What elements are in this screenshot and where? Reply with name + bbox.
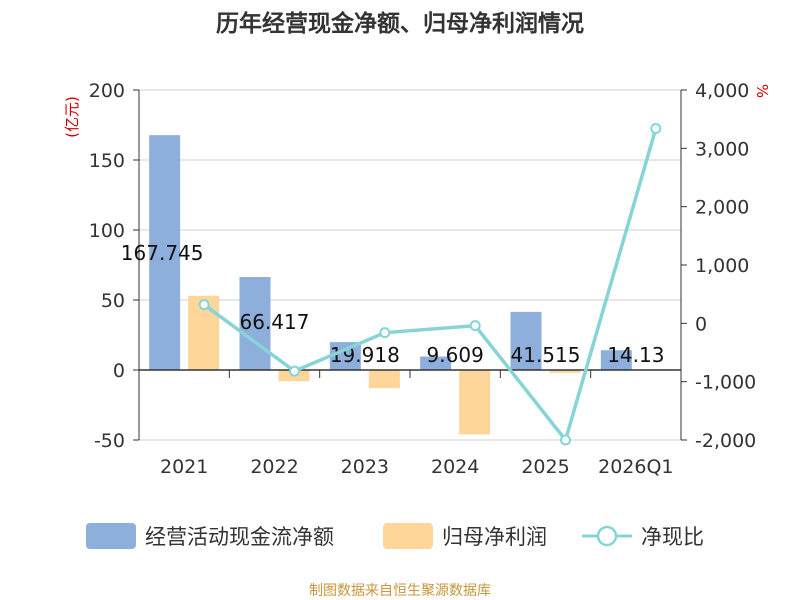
chart-title: 历年经营现金净额、归母净利润情况 <box>216 10 584 37</box>
right-tick-label: 4,000 <box>695 80 749 102</box>
x-tick-label: 2023 <box>341 456 389 478</box>
grid-lines <box>139 89 681 441</box>
left-axis-unit: (亿元) <box>63 96 81 138</box>
bar-net-profit <box>459 370 491 435</box>
x-tick-label: 2026Q1 <box>598 456 673 478</box>
right-tick-label: -2,000 <box>695 430 756 452</box>
bar-operating-cashflow <box>420 356 452 370</box>
data-label: 41.515 <box>511 343 581 367</box>
right-tick-label: 1,000 <box>695 255 749 277</box>
bar-operating-cashflow <box>149 135 181 370</box>
right-tick-label: 3,000 <box>695 138 749 160</box>
line-point <box>198 299 210 311</box>
x-tick-label: 2021 <box>160 456 208 478</box>
legend-label-operating-cashflow: 经营活动现金流净额 <box>145 525 334 549</box>
source-note: 制图数据来自恒生聚源数据库 <box>309 583 491 599</box>
data-label: 9.609 <box>427 343 484 367</box>
line-cash-ratio <box>203 128 658 444</box>
right-tick-label: 0 <box>695 313 707 335</box>
x-tick-label: 2022 <box>250 456 298 478</box>
bar-operating-cashflow <box>239 277 271 370</box>
bar-net-profit <box>368 370 400 389</box>
right-axis-unit: % <box>753 84 771 98</box>
line-point <box>379 327 391 339</box>
x-tick-label: 2025 <box>521 456 569 478</box>
x-tick-label: 2024 <box>431 456 479 478</box>
line-point <box>560 434 571 446</box>
left-tick-label: 150 <box>89 150 125 172</box>
bar-net-profit <box>549 370 581 373</box>
left-tick-label: -50 <box>94 430 125 452</box>
axes: 200 150 100 50 0 -50 4,000 3,000 2,000 1,000 0 -1,0… <box>89 80 757 478</box>
line-point <box>469 320 481 332</box>
bar-series <box>149 135 671 435</box>
data-label: 167.745 <box>121 241 204 265</box>
data-label: 66.417 <box>240 310 310 334</box>
left-tick-label: 0 <box>113 360 125 382</box>
legend-label-net-profit: 归母净利润 <box>442 525 547 549</box>
line-point <box>289 365 300 377</box>
legend-swatch-net-profit <box>383 523 433 549</box>
left-tick-label: 200 <box>89 80 125 102</box>
left-tick-label: 100 <box>89 220 125 242</box>
legend: 经营活动现金流净额 归母净利润 净现比 <box>86 523 704 549</box>
right-tick-label: -1,000 <box>695 372 756 394</box>
legend-swatch-operating-cashflow <box>86 523 136 549</box>
data-label: 14.13 <box>607 343 664 367</box>
bar-operating-cashflow <box>600 350 632 370</box>
data-label: 19.918 <box>330 343 400 367</box>
line-series <box>198 123 662 446</box>
bar-operating-cashflow <box>510 311 542 370</box>
line-point <box>650 123 662 134</box>
legend-swatch-cash-ratio-marker <box>596 525 618 547</box>
left-tick-label: 50 <box>101 290 125 312</box>
right-tick-label: 2,000 <box>695 197 749 219</box>
legend-label-cash-ratio: 净现比 <box>641 525 704 549</box>
data-labels: 167.745 66.417 19.918 9.609 41.515 14.13 <box>121 241 665 367</box>
